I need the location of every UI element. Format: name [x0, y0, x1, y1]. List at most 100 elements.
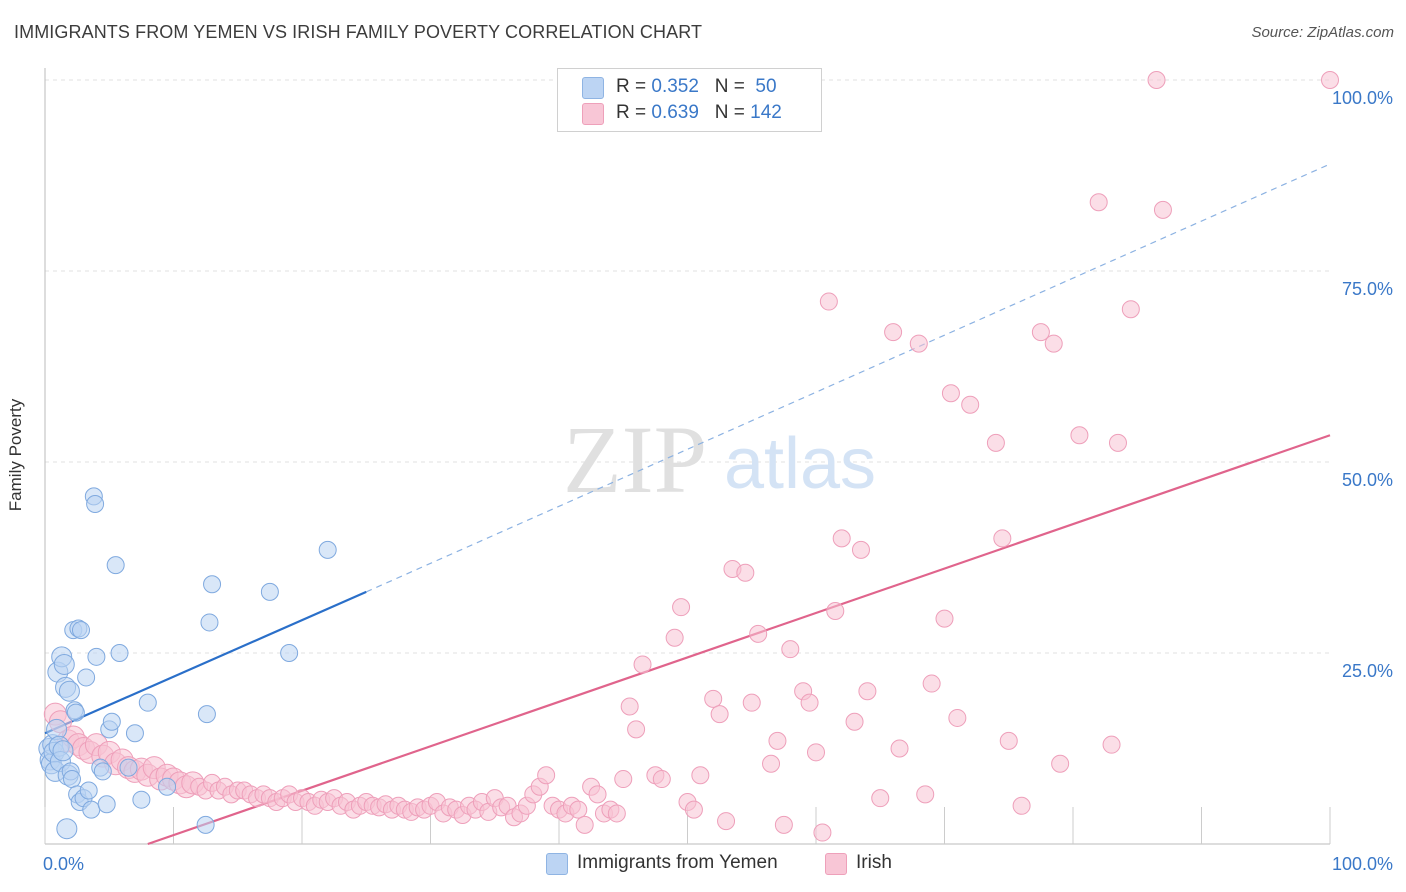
yemen-point — [196, 815, 215, 834]
irish-point — [826, 601, 845, 620]
irish-point — [884, 323, 903, 342]
correlation-legend: R = 0.352 N = 50 R = 0.639 N = 142 — [557, 68, 822, 132]
irish-point — [736, 563, 755, 582]
irish-point — [948, 708, 967, 727]
series-yemen-points — [38, 487, 337, 840]
irish-point — [537, 766, 556, 785]
bottom-legend-swatch-irish — [825, 853, 847, 875]
irish-point — [742, 693, 761, 712]
legend-r-value-irish: 0.639 — [651, 102, 699, 123]
irish-point — [762, 754, 781, 773]
trend-lines — [44, 163, 1331, 846]
legend-text-yemen: R = 0.352 N = 50 — [616, 76, 777, 98]
irish-point — [1070, 426, 1089, 445]
x-tick-label-1: 100.0% — [1332, 854, 1393, 874]
irish-point — [627, 720, 646, 739]
watermark-zip: ZIP — [563, 406, 707, 513]
yemen-point — [260, 582, 279, 601]
chart-title: IMMIGRANTS FROM YEMEN VS IRISH FAMILY PO… — [14, 22, 703, 42]
irish-point — [1012, 796, 1031, 815]
irish-point — [768, 731, 787, 750]
yemen-point — [71, 621, 90, 640]
irish-point — [781, 640, 800, 659]
y-tick-label-3: 100.0% — [1332, 88, 1393, 108]
irish-point — [1089, 193, 1108, 212]
irish-point — [652, 770, 671, 789]
yemen-point — [79, 781, 98, 800]
irish-point — [807, 743, 825, 762]
watermark: ZIP atlas — [563, 406, 876, 513]
yemen-point — [52, 740, 74, 762]
irish-point — [704, 689, 723, 708]
irish-point — [909, 334, 928, 353]
source-label: Source: ZipAtlas.com — [1251, 24, 1394, 41]
irish-point — [672, 598, 691, 617]
irish-point — [710, 705, 729, 724]
yemen-point — [87, 647, 106, 666]
trend-line-yemen-extrapolated — [366, 163, 1331, 593]
irish-point — [614, 770, 633, 789]
irish-point — [774, 815, 793, 834]
legend-r-value-yemen: 0.352 — [651, 76, 699, 97]
y-tick-label-0: 25.0% — [1342, 661, 1393, 681]
irish-point — [819, 292, 838, 311]
y-tick-label-2: 75.0% — [1342, 279, 1393, 299]
yemen-point — [106, 556, 125, 575]
irish-point — [858, 682, 877, 701]
irish-point — [691, 766, 710, 785]
yemen-point — [200, 613, 219, 632]
legend-swatch-yemen — [582, 77, 604, 99]
yemen-point — [53, 653, 75, 675]
irish-point — [999, 731, 1018, 750]
irish-point — [1321, 71, 1339, 89]
irish-point — [890, 739, 909, 758]
yemen-point — [203, 575, 222, 594]
yemen-point — [93, 762, 112, 781]
irish-point — [993, 529, 1012, 548]
yemen-point — [66, 703, 85, 722]
yemen-point — [197, 705, 216, 724]
legend-swatch-irish — [582, 103, 604, 125]
legend-text-irish: R = 0.639 N = 142 — [616, 102, 782, 124]
irish-point — [935, 609, 954, 628]
irish-point — [941, 384, 960, 403]
irish-point — [813, 823, 832, 842]
yemen-point — [318, 540, 337, 559]
legend-r-label: R = — [616, 76, 652, 97]
bottom-legend-swatch-yemen — [546, 853, 568, 875]
irish-point — [1121, 300, 1140, 319]
irish-point — [922, 674, 941, 693]
irish-point — [1051, 754, 1070, 773]
irish-point — [845, 712, 864, 731]
yemen-point — [62, 770, 81, 789]
yemen-point — [82, 800, 101, 819]
irish-point — [665, 628, 684, 647]
legend-n-value-yemen: 50 — [755, 76, 777, 97]
yemen-point — [86, 495, 105, 514]
irish-point — [575, 815, 594, 834]
grid-lines — [45, 79, 1330, 654]
yemen-point — [138, 693, 157, 712]
yemen-point — [125, 724, 144, 743]
yemen-point — [158, 777, 177, 796]
irish-point — [569, 800, 588, 819]
irish-point — [717, 812, 736, 831]
irish-point — [1031, 323, 1050, 342]
x-tick-label-0: 0.0% — [43, 854, 84, 874]
yemen-point — [77, 668, 96, 687]
irish-point — [871, 789, 890, 808]
irish-point — [749, 624, 768, 643]
yemen-point — [102, 712, 121, 731]
legend-n-label: N = — [714, 76, 751, 97]
irish-point — [588, 785, 607, 804]
irish-point — [684, 800, 703, 819]
yemen-point — [119, 758, 138, 777]
trend-line-irish — [147, 434, 1331, 846]
irish-point — [851, 540, 870, 559]
legend-n-value-irish: 142 — [750, 102, 782, 123]
irish-point — [800, 693, 819, 712]
y-tick-label-1: 50.0% — [1342, 470, 1393, 490]
irish-point — [1153, 200, 1172, 219]
irish-point — [1044, 334, 1063, 353]
